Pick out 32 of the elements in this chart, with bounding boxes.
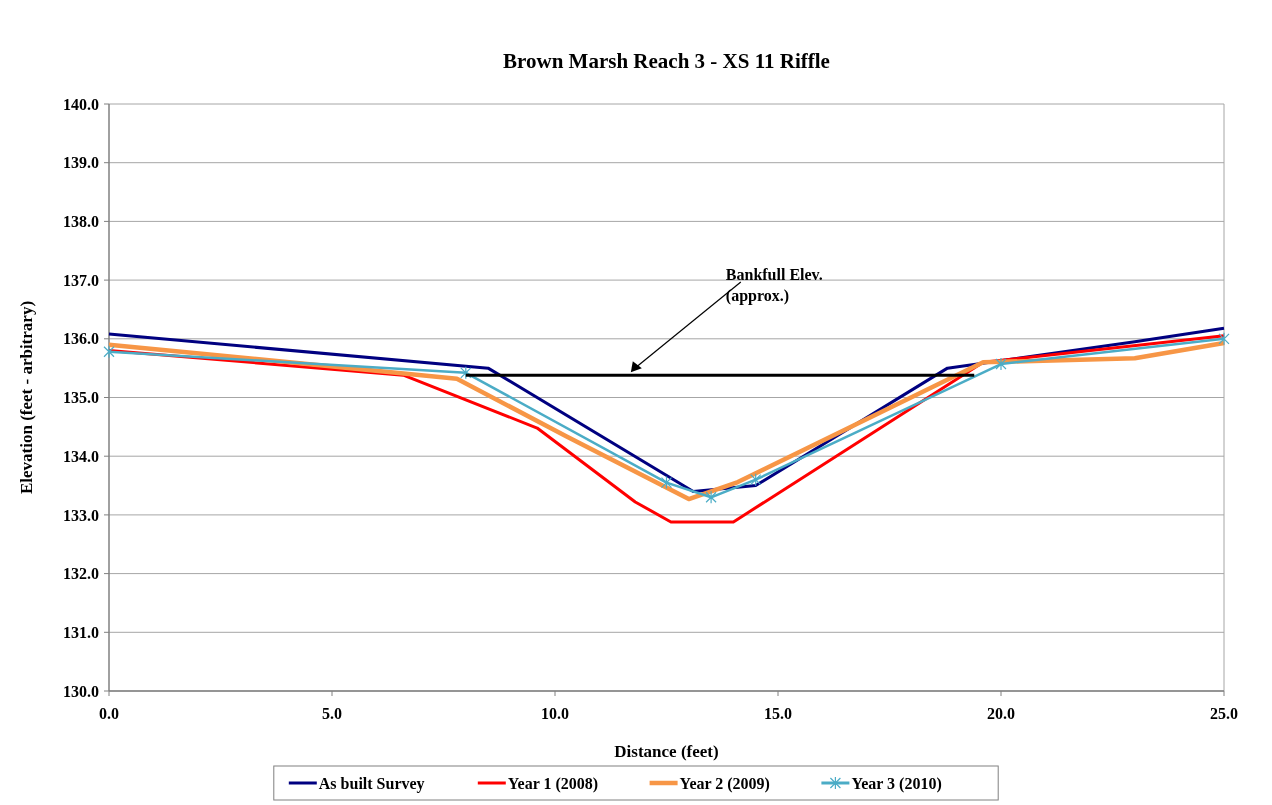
y-tick-label: 136.0: [63, 330, 99, 348]
x-tick-label: 0.0: [99, 705, 119, 722]
y-tick-label: 131.0: [63, 623, 99, 641]
y-tick-label: 138.0: [63, 213, 99, 230]
y-tick-label: 137.0: [63, 271, 99, 289]
point: [103, 345, 115, 359]
point: [750, 473, 762, 487]
point: [1218, 332, 1230, 346]
legend-label: Year 2 (2009): [679, 774, 770, 793]
y-tick-label: 130.0: [63, 682, 99, 700]
y-axis-title: Elevation (feet - arbitrary): [17, 300, 36, 495]
point: [660, 476, 673, 490]
x-tick-label: 5.0: [322, 705, 342, 722]
y-tick-label: 134.0: [63, 447, 99, 465]
x-tick-label: 25.0: [1210, 705, 1238, 722]
y-tick-label: 140.0: [63, 95, 99, 113]
point: [705, 490, 717, 504]
y-tick-label: 133.0: [63, 506, 99, 524]
legend-label: Year 1 (2008): [507, 774, 599, 793]
legend-label: Year 3 (2010): [851, 774, 942, 793]
x-tick-label: 10.0: [541, 705, 569, 722]
x-axis-title: Distance (feet): [614, 742, 719, 761]
chart-title: Brown Marsh Reach 3 - XS 11 Riffle: [503, 49, 830, 73]
point: [995, 357, 1007, 371]
x-tick-label: 20.0: [987, 705, 1015, 722]
y-tick-label: 135.0: [63, 389, 99, 407]
annotation: Bankfull Elev. (approx.): [725, 266, 823, 305]
legend-label: As built Survey: [318, 774, 425, 793]
point: [460, 366, 472, 380]
y-tick-label: 132.0: [63, 565, 99, 583]
x-tick-label: 15.0: [764, 705, 792, 722]
y-tick-label: 139.0: [63, 154, 99, 172]
